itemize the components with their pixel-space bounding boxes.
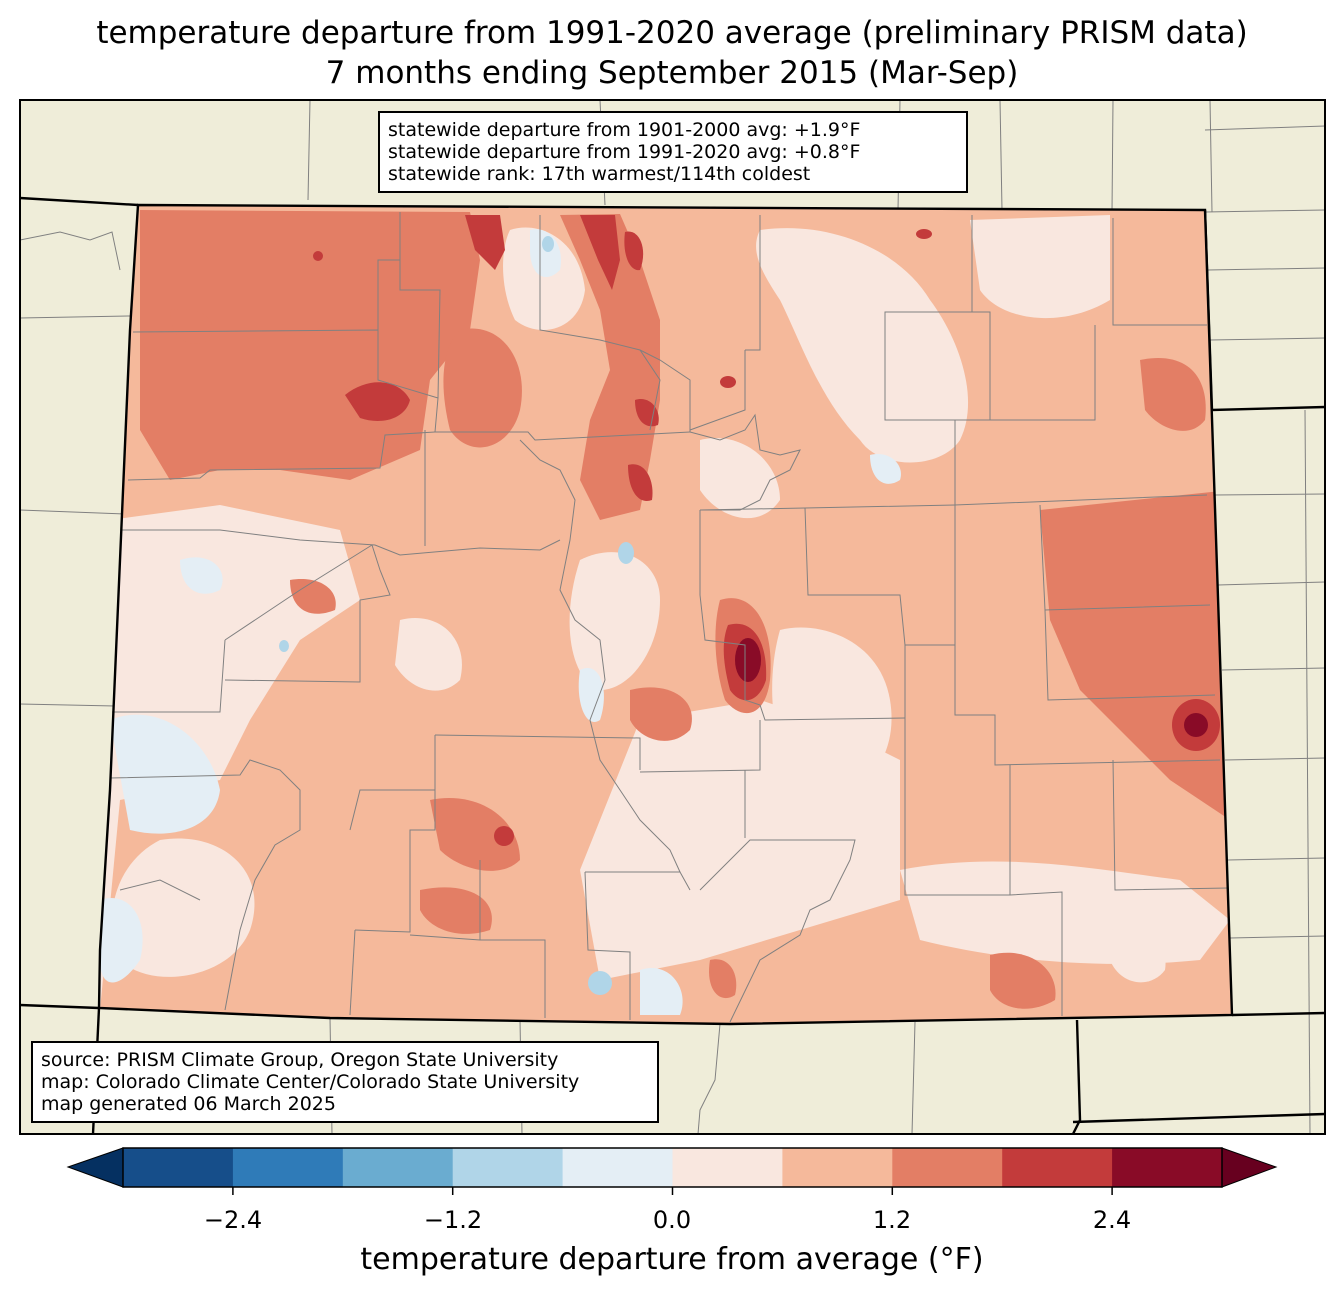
- colorbar-segments: [123, 1148, 1223, 1187]
- colorbar-segment: [452, 1148, 564, 1187]
- colorbar-segment: [562, 1148, 673, 1187]
- contour-0.0-0.6: [100, 215, 1230, 1010]
- colorbar-segment: [892, 1148, 1003, 1187]
- map-border: [19, 99, 1326, 1135]
- source-line-generated: map generated 06 March 2025: [41, 1093, 336, 1115]
- colorbar-segment: [672, 1148, 783, 1187]
- temperature-contours: [99, 205, 1232, 1024]
- colorbar-tick-label: −2.4: [203, 1206, 263, 1234]
- county-lines: [109, 212, 1229, 1023]
- colorbar-segment: [232, 1148, 344, 1187]
- colorbar-segment: [782, 1148, 893, 1187]
- colorbar-segment: [123, 1148, 234, 1187]
- colorado-border: [97, 203, 1234, 1026]
- colorbar-label: temperature departure from average (°F): [360, 1242, 984, 1277]
- colorbar-tick-label: −1.2: [423, 1206, 483, 1234]
- colorbar-tick-label: 1.2: [872, 1206, 912, 1234]
- colorbar: [66, 1147, 1278, 1195]
- colorbar-tick-marks: [232, 1187, 1113, 1195]
- contour-neg1.2-neg0.6: [279, 236, 634, 995]
- source-line-map: map: Colorado Climate Center/Colorado St…: [41, 1071, 580, 1093]
- colorbar-tick-label: 0.0: [652, 1206, 692, 1234]
- statewide-stats-box: statewide departure from 1901-2000 avg: …: [378, 111, 968, 193]
- contour-neg0.6-0.0: [100, 229, 901, 1015]
- source-line-prism: source: PRISM Climate Group, Oregon Stat…: [41, 1049, 559, 1071]
- map-title: temperature departure from 1991-2020 ave…: [96, 15, 1248, 51]
- source-box: source: PRISM Climate Group, Oregon Stat…: [31, 1041, 659, 1123]
- colorbar-extend-max: [1221, 1147, 1278, 1188]
- colorbar-tick-label: 2.4: [1092, 1206, 1132, 1234]
- stats-line-rank: statewide rank: 17th warmest/114th colde…: [388, 163, 811, 185]
- contour-2.4-3.0: [735, 638, 1208, 737]
- map-subtitle: 7 months ending September 2015 (Mar-Sep): [325, 55, 1019, 91]
- stats-line-1901-2000: statewide departure from 1901-2000 avg: …: [388, 119, 861, 141]
- colorbar-extend-min: [66, 1147, 124, 1188]
- colorbar-segment: [1002, 1148, 1113, 1187]
- colorbar-segment: [342, 1148, 454, 1187]
- stats-line-1991-2020: statewide departure from 1991-2020 avg: …: [388, 141, 861, 163]
- colorbar-segment: [1112, 1148, 1223, 1187]
